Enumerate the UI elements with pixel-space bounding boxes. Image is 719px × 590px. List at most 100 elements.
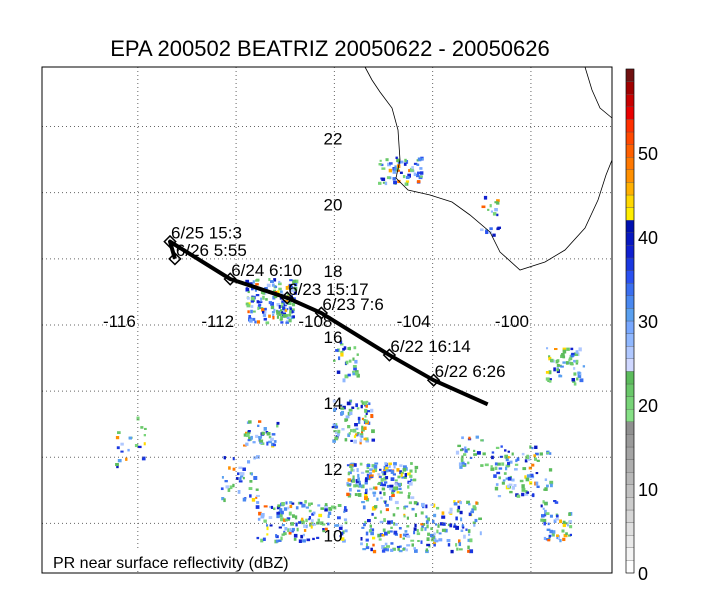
echo-pixel [117,431,121,435]
echo-pixel [461,524,464,527]
echo-pixel [276,421,280,425]
echo-pixel [381,177,386,181]
colorbar-segment [625,283,635,296]
colorbar-segment [625,232,635,246]
echo-pixel [469,538,473,543]
echo-pixel [458,462,462,467]
echo-pixel [404,530,408,533]
echo-pixel [256,494,260,497]
echo-pixel [405,548,409,552]
echo-pixel [501,462,505,466]
echo-pixel [361,501,365,504]
echo-pixel [546,528,551,531]
echo-pixel [381,471,385,474]
echo-pixel [311,513,314,516]
echo-pixel [495,446,500,449]
coastline [584,66,613,119]
echo-pixel [292,279,297,283]
echo-pixel [343,518,348,521]
echo-pixel [275,534,278,538]
echo-pixel [405,160,409,164]
echo-pixel [469,549,474,554]
echo-pixel [357,477,360,482]
echo-pixel [348,346,352,351]
echo-pixel [534,457,538,461]
echo-pixel [295,522,298,527]
echo-pixel [411,507,415,511]
echo-pixel [347,433,351,437]
echo-pixel [455,516,458,521]
echo-pixel [245,287,249,291]
echo-pixel [337,432,340,437]
echo-pixel [404,182,408,186]
echo-pixel [575,359,579,363]
echo-pixel [279,304,284,309]
colorbar-segment [625,358,635,372]
echo-pixel [310,519,314,523]
echo-pixel [426,543,431,547]
echo-pixel [344,418,347,422]
echo-pixel [256,501,260,504]
echo-pixel [534,445,538,450]
echo-pixel [548,378,552,381]
echo-pixel [350,468,354,472]
echo-pixel [358,484,363,488]
echo-pixel [467,538,470,542]
echo-pixel [370,547,373,552]
echo-pixel [433,543,436,547]
echo-pixel [275,539,279,543]
echo-pixel [425,504,428,509]
echo-pixel [251,498,256,502]
echo-pixel [301,517,304,521]
echo-pixel [291,502,295,505]
echo-pixel [332,439,336,443]
echo-pixel [347,425,351,429]
echo-pixel [467,461,470,465]
echo-pixel [365,531,369,536]
echo-pixel [519,479,524,483]
echo-pixel [260,513,265,517]
echo-pixel [378,181,382,185]
echo-pixel [322,528,325,531]
echo-pixel [278,526,282,529]
echo-pixel [568,520,573,524]
echo-pixel [283,532,287,536]
echo-pixel [463,534,466,539]
echo-pixel [460,457,463,460]
echo-pixel [270,305,275,310]
echo-pixel [405,175,410,180]
echo-pixel [289,310,292,314]
colorbar-segment [625,68,635,82]
echo-pixel [345,415,350,419]
echo-pixel [535,452,539,456]
echo-pixel [409,474,413,478]
echo-pixel [543,536,547,540]
echo-pixel [125,457,128,461]
echo-pixel [507,456,510,459]
echo-pixel [350,439,353,442]
echo-pixel [400,160,404,164]
echo-pixel [268,314,271,318]
echo-pixel [237,472,240,476]
echo-pixel [495,483,499,486]
colorbar-segment [625,472,635,485]
echo-pixel [556,534,559,537]
echo-pixel [570,353,574,358]
echo-pixel [290,310,294,314]
echo-pixel [487,208,490,211]
echo-pixel [255,505,260,509]
echo-pixel [505,457,509,462]
colorbar-segment [625,434,635,448]
echo-pixel [565,532,568,536]
echo-pixel [253,456,256,460]
echo-pixel [433,513,437,518]
colorbar-segment [625,270,635,284]
echo-pixel [508,483,513,486]
echo-pixel [505,477,510,480]
echo-pixel [280,510,284,515]
echo-pixel [368,529,372,533]
echo-pixel [250,472,253,476]
echo-pixel [245,442,249,446]
echo-pixel [416,159,419,162]
echo-pixel [437,524,440,528]
